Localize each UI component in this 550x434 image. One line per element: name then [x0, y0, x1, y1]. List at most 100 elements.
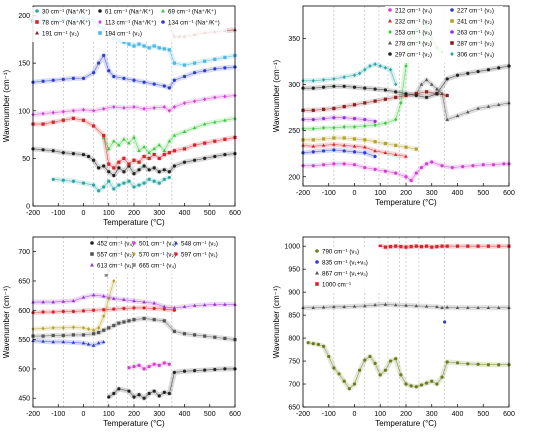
data-point [142, 306, 146, 310]
data-point [132, 185, 136, 189]
data-point [162, 319, 166, 323]
data-point [404, 382, 408, 386]
data-point [182, 74, 187, 79]
data-point [363, 86, 367, 90]
y-tick-label: 200 [288, 174, 300, 181]
data-point [394, 82, 398, 87]
data-point [147, 364, 151, 369]
data-point [102, 164, 106, 168]
data-point [352, 144, 357, 148]
data-point [481, 163, 485, 167]
x-tick-label: 200 [400, 190, 412, 197]
data-point [61, 340, 66, 344]
legend-entry: 613 cm⁻¹ (ν₁) [97, 263, 134, 270]
legend-entry: 263 cm⁻¹ (ν₂) [457, 30, 494, 37]
data-point [127, 319, 131, 323]
data-point [471, 164, 475, 168]
data-point [107, 296, 111, 301]
data-point [332, 77, 336, 81]
series-line [32, 340, 104, 346]
data-point [466, 110, 470, 114]
data-point [414, 303, 419, 308]
data-point [327, 354, 331, 359]
data-point [425, 90, 429, 94]
data-point [92, 108, 96, 113]
data-point [203, 334, 207, 338]
data-point [172, 149, 176, 153]
data-point [430, 245, 434, 249]
data-point [41, 148, 45, 152]
data-point [122, 306, 126, 311]
data-point [352, 150, 357, 154]
data-point [81, 295, 86, 299]
legend-entry: 113 cm⁻¹ (Na⁺/K⁺) [105, 20, 156, 27]
data-point [425, 162, 429, 166]
data-point [311, 117, 315, 122]
data-point [142, 181, 146, 185]
y-tick-label: 750 [288, 359, 300, 366]
data-point [112, 391, 116, 396]
x-axis-label: Temperature (°C) [375, 198, 437, 207]
data-point [122, 320, 126, 324]
data-point [455, 361, 460, 365]
series-1 [301, 159, 511, 183]
series-line [32, 54, 236, 89]
data-point [142, 106, 146, 111]
data-point [127, 179, 131, 183]
data-point [51, 177, 55, 181]
series-6 [31, 305, 176, 316]
data-point [117, 387, 121, 391]
data-point [172, 105, 176, 109]
data-point [445, 360, 449, 364]
data-point [414, 244, 418, 248]
data-point [157, 46, 161, 50]
data-point [394, 171, 398, 175]
x-tick-label: 400 [179, 411, 191, 418]
data-point [342, 162, 346, 166]
legend-marker [35, 9, 39, 13]
legend: 790 cm⁻¹ (ν₃) 835 cm⁻¹ (ν₁+ν₃) 867 cm⁻¹ (ν… [312, 247, 382, 293]
data-point [61, 299, 66, 303]
x-tick-label: 200 [128, 411, 140, 418]
legend-entry: 278 cm⁻¹ (ν₂) [395, 41, 432, 48]
data-point [51, 310, 55, 314]
data-point [101, 340, 106, 344]
data-point [435, 87, 439, 91]
data-point [193, 333, 197, 337]
data-point [162, 168, 166, 172]
series-line [33, 118, 236, 169]
data-point [203, 368, 207, 372]
data-point [51, 78, 55, 82]
x-tick-label: 100 [374, 411, 386, 418]
data-point [342, 105, 346, 109]
data-point [419, 82, 424, 86]
data-point [112, 139, 116, 143]
x-tick-label: 500 [204, 210, 216, 217]
legend-marker [35, 30, 39, 35]
data-point [332, 162, 336, 166]
x-tick-label: 500 [477, 411, 489, 418]
data-point [352, 85, 357, 89]
data-point [394, 143, 398, 147]
data-point [311, 144, 316, 148]
data-point [358, 368, 362, 372]
data-point [213, 302, 217, 306]
data-point [502, 162, 506, 166]
y-tick-label: 300 [288, 82, 300, 89]
data-point [223, 152, 227, 157]
legend-marker [132, 251, 136, 257]
legend-marker [90, 252, 94, 256]
data-point [122, 137, 126, 141]
legend-marker [315, 270, 319, 275]
data-point [71, 333, 75, 337]
data-point [61, 309, 65, 314]
data-point [491, 163, 496, 167]
series-4 [31, 115, 237, 171]
data-point [373, 87, 377, 91]
series-3 [31, 338, 106, 348]
data-point [476, 305, 480, 310]
data-point [352, 137, 357, 141]
legend-marker [132, 241, 136, 245]
data-point [122, 297, 126, 302]
data-point [383, 150, 388, 155]
